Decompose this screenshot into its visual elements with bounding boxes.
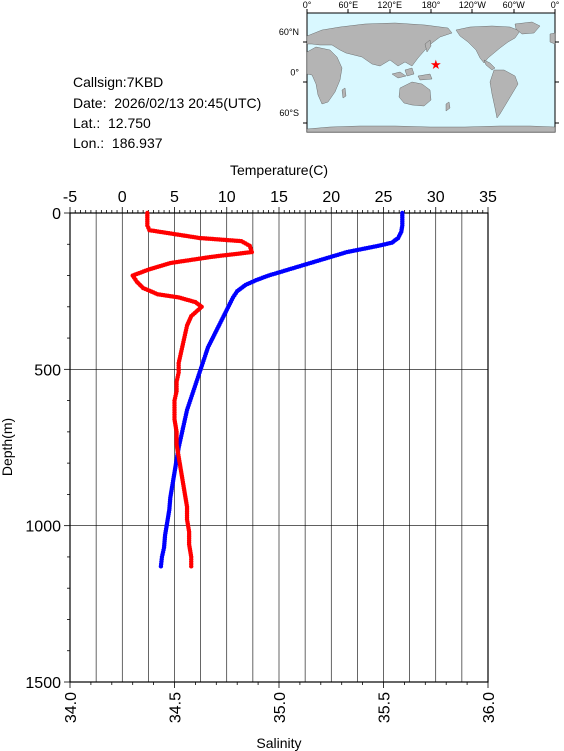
bottom-axis-tick-label: 34.0: [63, 692, 80, 723]
depth-tick-label: 0: [52, 206, 61, 223]
map-longitude-label: 120°W: [459, 0, 487, 10]
station-marker-icon: ★: [430, 58, 442, 73]
temperature-data-point: [158, 564, 164, 569]
top-axis-tick-label: 30: [427, 189, 445, 206]
date-label: Date: 2026/02/13 20:45(UTC): [73, 95, 262, 111]
top-axis-tick-label: -5: [63, 189, 77, 206]
top-axis-tick-label: 20: [322, 189, 340, 206]
map-longitude-label: 120°E: [377, 0, 402, 10]
map-longitude-label: 180°: [422, 0, 441, 10]
plot-ticks: [64, 207, 489, 688]
plot-grid: [69, 213, 489, 682]
depth-tick-label: 1000: [25, 519, 61, 536]
bottom-axis-tick-label: 35.5: [377, 692, 394, 723]
bottom-axis-tick-label: 34.5: [168, 692, 185, 723]
map-latitude-label: 60°N: [279, 27, 299, 37]
depth-tick-label: 500: [34, 362, 61, 379]
location-map: 0° 60°E 120°E 180° 120°W 60°W 0° 60°N 0° 60°S ★: [279, 0, 560, 133]
depth-tick-label: 1500: [25, 675, 61, 692]
top-axis-tick-label: 35: [479, 189, 497, 206]
map-longitude-label: 60°E: [339, 0, 359, 10]
map-latitude-label: 0°: [290, 68, 299, 78]
map-frame-ticks: [303, 9, 559, 124]
bottom-axis-tick-label: 36.0: [481, 692, 498, 723]
latitude-label: Lat.: 12.750: [73, 115, 151, 131]
bottom-axis-tick-label: 35.0: [272, 692, 289, 723]
top-axis-tick-label: 5: [170, 189, 179, 206]
salinity-data-point: [189, 564, 194, 569]
map-longitude-label: 60°W: [503, 0, 526, 10]
x-axis-bottom-title: Salinity: [256, 735, 301, 751]
top-axis-tick-label: 25: [375, 189, 393, 206]
map-land: [306, 21, 556, 133]
temperature-profile-line: [160, 213, 403, 567]
map-longitude-label: 0°: [551, 0, 560, 10]
x-axis-top-title: Temperature(C): [230, 162, 328, 178]
top-axis-tick-label: 10: [218, 189, 236, 206]
callsign-label: Callsign:7KBD: [73, 74, 164, 90]
longitude-label: Lon.: 186.937: [73, 135, 163, 151]
y-axis-title: Depth(m): [0, 418, 15, 476]
top-axis-tick-label: 0: [118, 189, 127, 206]
top-axis-tick-label: 15: [270, 189, 288, 206]
map-latitude-label: 60°S: [279, 108, 299, 118]
map-longitude-label: 0°: [303, 0, 312, 10]
series-layer: [130, 210, 405, 569]
